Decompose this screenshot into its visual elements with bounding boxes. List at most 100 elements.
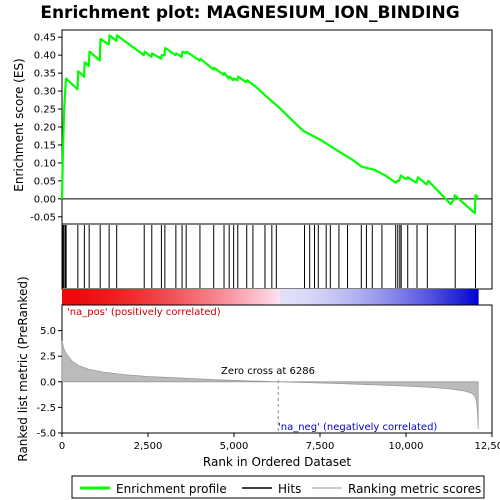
rank-color-cell — [374, 289, 377, 305]
rank-color-cell — [250, 289, 254, 305]
rank-color-cell — [74, 289, 77, 305]
rank-color-cell — [183, 289, 186, 305]
rank-color-cell — [64, 289, 68, 305]
rank-color-cell — [408, 289, 411, 305]
rank-color-cell — [337, 289, 341, 305]
ranking-metric-area — [61, 340, 479, 429]
rank-color-cell — [277, 289, 281, 305]
rank-color-cell — [357, 289, 361, 305]
rank-color-cell — [158, 289, 162, 305]
rank-color-cell — [190, 289, 194, 305]
legend-enrichment-label: Enrichment profile — [116, 482, 227, 496]
rank-color-cell — [296, 289, 300, 305]
rank-color-cell — [115, 289, 119, 305]
rank-color-cell — [468, 289, 472, 305]
rank-color-cell — [178, 289, 181, 305]
ranking-metric-series — [61, 340, 479, 429]
rank-color-cell — [395, 289, 399, 305]
metric-panel-frame — [61, 304, 493, 434]
es-y-tick-label: 0.25 — [34, 105, 56, 116]
rank-color-cell — [262, 289, 266, 305]
rank-color-cell — [345, 289, 348, 305]
positive-correlation-label: 'na_pos' (positively correlated) — [67, 307, 221, 318]
rank-color-cell — [369, 289, 373, 305]
rank-color-cell — [173, 289, 177, 305]
rank-color-cell — [272, 289, 276, 305]
rank-color-cell — [219, 289, 223, 305]
rank-color-cell — [137, 289, 140, 305]
rank-color-cell — [342, 289, 346, 305]
rank-color-cell — [112, 289, 116, 305]
es-y-axis: -0.05 0.00 0.05 0.10 0.15 0.20 0.25 0.30 0.35 0.4… — [30, 33, 62, 223]
rank-color-cell — [144, 289, 148, 305]
rank-color-cell — [139, 289, 143, 305]
rank-color-cell — [470, 289, 474, 305]
legend-box — [71, 475, 485, 499]
rank-color-cell — [149, 289, 152, 305]
rank-color-cell — [383, 289, 387, 305]
rank-color-cell — [274, 289, 278, 305]
rank-color-cell — [441, 289, 445, 305]
rank-color-cell — [168, 289, 172, 305]
es-y-tick-label: 0.05 — [34, 176, 56, 187]
rank-color-cell — [415, 289, 419, 305]
rank-color-cell — [243, 289, 247, 305]
rank-color-cell — [437, 289, 440, 305]
rank-color-cell — [400, 289, 404, 305]
rank-color-cell — [166, 289, 169, 305]
rank-color-cell — [258, 289, 261, 305]
rank-color-cell — [318, 289, 322, 305]
zero-cross-label: Zero cross at 6286 — [221, 366, 315, 377]
rank-color-cell — [417, 289, 421, 305]
rank-color-cell — [429, 289, 433, 305]
rank-color-cell — [333, 289, 336, 305]
rank-color-cell — [260, 289, 264, 305]
rank-color-cell — [354, 289, 358, 305]
rank-color-cell — [379, 289, 382, 305]
rank-color-cell — [153, 289, 157, 305]
rank-color-cell — [197, 289, 201, 305]
rank-color-cell — [192, 289, 196, 305]
rank-color-cell — [359, 289, 363, 305]
rank-color-cell — [311, 289, 315, 305]
rank-color-cell — [362, 289, 365, 305]
rank-color-cell — [371, 289, 375, 305]
rank-color-cell — [299, 289, 302, 305]
rank-color-cell — [432, 289, 436, 305]
rank-color-cell — [386, 289, 390, 305]
es-y-tick-label: 0.35 — [34, 69, 56, 80]
es-y-tick-label: 0.00 — [34, 194, 56, 205]
rank-color-cell — [456, 289, 460, 305]
rank-color-cell — [287, 289, 290, 305]
rank-color-cell — [410, 289, 414, 305]
rank-color-cell — [270, 289, 273, 305]
rank-color-cell — [110, 289, 114, 305]
negative-correlation-label: 'na_neg' (negatively correlated) — [278, 422, 437, 433]
es-y-tick-label: -0.05 — [30, 212, 56, 223]
rank-color-cell — [282, 289, 286, 305]
rank-color-cell — [444, 289, 448, 305]
rank-color-cell — [228, 289, 232, 305]
rank-color-cell — [83, 289, 87, 305]
x-tick-label: 7,500 — [306, 441, 335, 452]
rank-color-cell — [420, 289, 423, 305]
rank-color-cell — [100, 289, 104, 305]
rank-color-cell — [466, 289, 469, 305]
rank-color-cell — [427, 289, 431, 305]
x-tick-label: 0 — [59, 441, 65, 452]
rank-color-cell — [129, 289, 133, 305]
rank-color-cell — [425, 289, 428, 305]
rank-color-cell — [267, 289, 271, 305]
rank-color-cell — [62, 289, 65, 305]
rank-color-cell — [325, 289, 329, 305]
rank-color-cell — [69, 289, 73, 305]
chart-title: Enrichment plot: MAGNESIUM_ION_BINDING — [40, 3, 459, 23]
rank-color-cell — [93, 289, 97, 305]
hits-panel-frame — [61, 223, 493, 290]
rank-color-cell — [221, 289, 225, 305]
rank-color-cell — [328, 289, 332, 305]
rank-color-cell — [335, 289, 339, 305]
rank-color-cell — [185, 289, 189, 305]
rank-color-cell — [403, 289, 407, 305]
